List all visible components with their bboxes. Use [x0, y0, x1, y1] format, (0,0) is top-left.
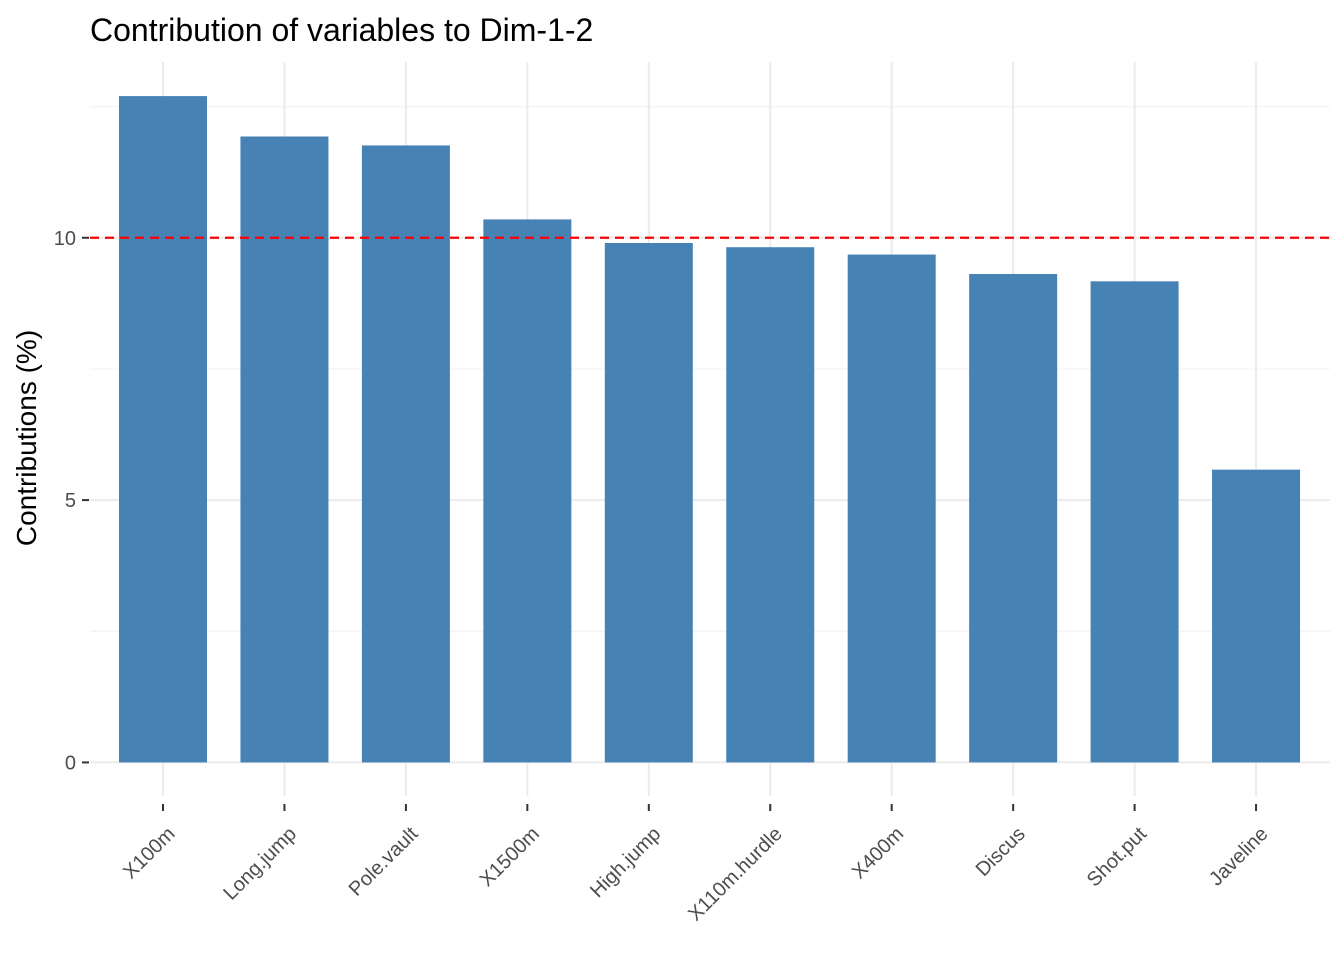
bar-discus	[969, 273, 1058, 763]
x-tick-label: X1500m	[476, 823, 544, 891]
bar-x400m	[847, 254, 936, 763]
bar-long-jump	[240, 136, 329, 763]
x-tick-label: High.jump	[586, 823, 665, 902]
y-axis-label: Contributions (%)	[11, 330, 42, 546]
bar-javeline	[1212, 469, 1301, 763]
bar-shot-put	[1090, 281, 1179, 763]
bar-x110m-hurdle	[726, 247, 815, 763]
y-tick-label: 10	[54, 228, 76, 250]
y-tick-label: 0	[65, 752, 76, 774]
x-tick-label: X110m.hurdle	[684, 823, 787, 926]
x-tick-label: X100m	[119, 823, 179, 883]
x-tick-label: Javeline	[1205, 823, 1272, 890]
x-tick-label: Discus	[972, 823, 1030, 881]
y-tick-label: 5	[65, 490, 76, 512]
bar-pole-vault	[361, 145, 450, 763]
y-axis: 0 5 10	[54, 228, 89, 774]
x-axis: X100m Long.jump Pole.vault X1500m High.jump X…	[119, 804, 1273, 926]
x-tick-label: X400m	[848, 823, 908, 883]
bar-x100m	[119, 96, 207, 763]
bar-x1500m	[483, 219, 572, 763]
x-tick-label: Long.jump	[219, 823, 301, 905]
x-tick-label: Pole.vault	[345, 823, 423, 901]
x-tick-label: Shot.put	[1083, 823, 1152, 892]
bar-high-jump	[604, 243, 693, 763]
chart-title: Contribution of variables to Dim-1-2	[90, 12, 593, 48]
bars	[119, 96, 1301, 763]
